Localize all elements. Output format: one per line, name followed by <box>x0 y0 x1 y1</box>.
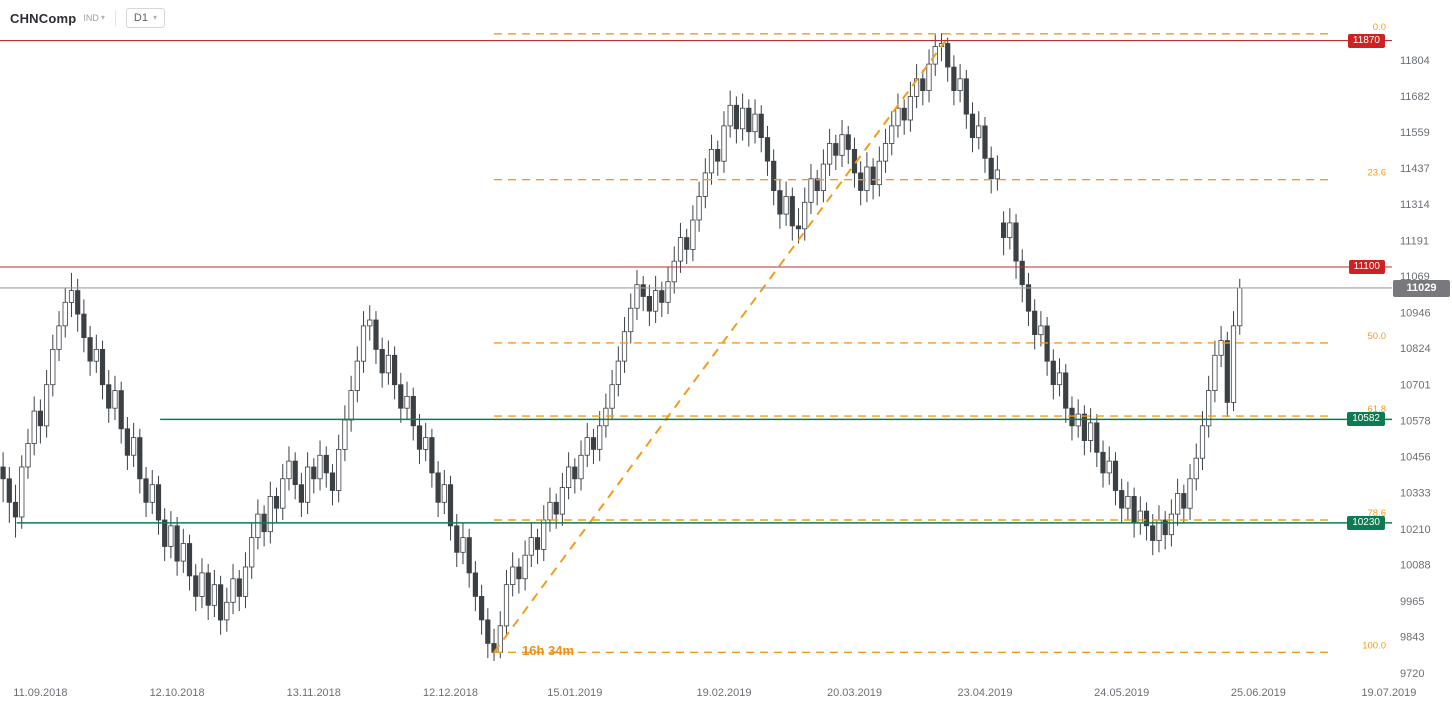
price-axis-label: 9720 <box>1400 668 1424 680</box>
date-axis-label: 13.11.2018 <box>287 687 341 699</box>
caret-down-icon: ▾ <box>152 13 157 22</box>
price-axis-label: 10824 <box>1400 343 1431 355</box>
price-axis-label: 9965 <box>1400 596 1424 608</box>
date-axis-label: 19.02.2019 <box>696 687 751 699</box>
price-axis-label: 10946 <box>1400 307 1431 319</box>
fib-level-label: 23.6 <box>1368 168 1387 179</box>
price-axis-label: 11191 <box>1400 235 1429 247</box>
price-axis-label: 10701 <box>1400 379 1431 391</box>
fib-level-label: 50.0 <box>1368 331 1387 342</box>
trend-line[interactable] <box>493 33 952 653</box>
timeframe-label: D1 <box>133 12 148 24</box>
support-line-tag[interactable]: 10230 <box>1347 516 1385 530</box>
instrument-type-dropdown[interactable]: IND ▾ <box>83 13 105 23</box>
candlestick-series <box>0 33 1243 662</box>
date-axis-label: 23.04.2019 <box>957 687 1012 699</box>
price-axis-label: 11437 <box>1400 163 1430 175</box>
date-axis-label: 15.01.2019 <box>547 687 602 699</box>
price-axis[interactable]: 1180411682115591143711314111911106910946… <box>1400 55 1431 680</box>
price-axis-label: 9843 <box>1400 632 1424 644</box>
fib-level-label: 78.6 <box>1368 508 1387 519</box>
candle-countdown: 16h 34m <box>522 643 575 658</box>
current-price-tag: 11029 <box>1393 280 1450 297</box>
timeframe-dropdown[interactable]: D1 ▾ <box>125 8 165 28</box>
support-line-tag[interactable]: 10582 <box>1347 412 1385 426</box>
date-axis-label: 12.10.2018 <box>150 687 205 699</box>
price-axis-label: 11559 <box>1400 127 1430 139</box>
fib-level-label: 100.0 <box>1362 640 1386 651</box>
instrument-type-label: IND <box>83 13 99 23</box>
time-axis[interactable]: 11.09.2018 12.10.2018 13.11.2018 12.12.2018… <box>13 687 1416 699</box>
price-axis-label: 11804 <box>1400 55 1430 67</box>
price-axis-label: 11682 <box>1400 91 1430 103</box>
price-axis-label: 10456 <box>1400 451 1431 463</box>
header-divider <box>114 10 116 26</box>
date-axis-label: 25.06.2019 <box>1231 687 1286 699</box>
resistance-line-tag[interactable]: 11870 <box>1347 34 1385 48</box>
fib-level-label: 0.0 <box>1373 22 1386 33</box>
resistance-line-tag[interactable]: 11100 <box>1348 260 1385 274</box>
price-axis-label: 10210 <box>1400 524 1431 536</box>
date-axis-label: 11.09.2018 <box>13 687 67 699</box>
date-axis-label: 20.03.2019 <box>827 687 882 699</box>
chart-header: CHNComp IND ▾ D1 ▾ <box>10 8 165 28</box>
fib-level-label: 61.8 <box>1368 404 1387 415</box>
price-axis-label: 10333 <box>1400 488 1431 500</box>
price-axis-label: 10088 <box>1400 560 1431 572</box>
price-axis-label: 10578 <box>1400 416 1431 428</box>
caret-down-icon: ▾ <box>100 13 105 22</box>
date-axis-label: 19.07.2019 <box>1361 687 1416 699</box>
date-axis-label: 12.12.2018 <box>423 687 478 699</box>
date-axis-label: 24.05.2019 <box>1094 687 1149 699</box>
symbol-name: CHNComp <box>10 10 77 26</box>
price-axis-label: 11314 <box>1400 199 1430 211</box>
fibonacci-retracement[interactable]: 0.0 23.6 50.0 61.8 78.6 100.0 <box>494 22 1386 653</box>
